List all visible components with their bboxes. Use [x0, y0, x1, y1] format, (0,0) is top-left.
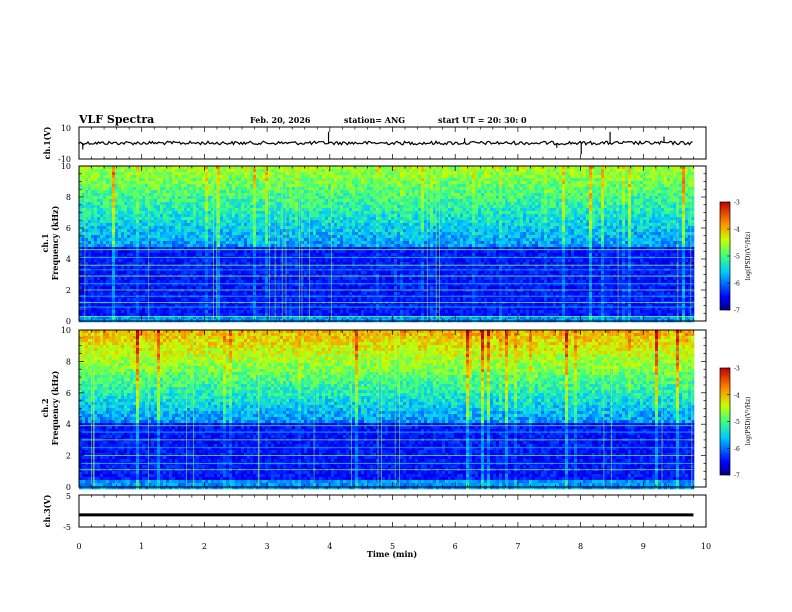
xtick-label-1: 1: [139, 542, 144, 551]
spec1-ytick-3: 6: [66, 224, 71, 233]
colorbar-tick-label-4: -7: [734, 308, 740, 315]
xtick-label-0: 0: [76, 542, 81, 551]
ch1-spec-ylabel: Frequency (kHz): [50, 205, 60, 280]
x-axis-label: Time (min): [367, 549, 417, 559]
xtick-label-8: 8: [578, 542, 583, 551]
ch1-spec-channel-label: ch.1: [40, 233, 50, 252]
ch1-spectrogram: [79, 166, 695, 323]
ch2-colorbar: -3 -4 -5 -6 -7 log(PSD)(V²/Hz): [719, 366, 752, 480]
ch3-waveform-ylabel: ch.3(V): [42, 494, 52, 527]
spec1-ytick-1: 2: [66, 286, 71, 295]
spec2-ytick-2: 4: [66, 420, 71, 429]
ch2-spec-channel-label: ch.2: [40, 398, 50, 417]
colorbar-tick-label-0: -3: [734, 366, 740, 373]
xtick-label-9: 9: [641, 542, 646, 551]
ch2-colorbar-label: log(PSD)(V²/Hz): [745, 397, 752, 446]
ch1-waveform-trace: [78, 131, 693, 155]
ch1-colorbar: -3 -4 -5 -6 -7 log(PSD)(V²/Hz): [719, 200, 752, 315]
colorbar-tick-label-0: -3: [734, 200, 740, 207]
ch3-ytick-bottom: -5: [63, 523, 71, 532]
spec1-ytick-2: 4: [66, 255, 71, 264]
ch1-ytick-top: 10: [61, 124, 71, 133]
spec2-ytick-3: 6: [66, 389, 71, 398]
xtick-label-2: 2: [202, 542, 207, 551]
xtick-label-10: 10: [701, 542, 711, 551]
colorbar-tick-label-4: -7: [734, 473, 740, 480]
ch1-colorbar-label: log(PSD)(V²/Hz): [745, 232, 752, 281]
spec1-ytick-4: 8: [66, 193, 71, 202]
colorbar-tick-label-1: -4: [734, 392, 740, 399]
colorbar-tick-label-3: -6: [734, 446, 740, 453]
station-label: station= ANG: [344, 115, 405, 125]
xtick-label-5: 5: [390, 542, 395, 551]
colorbar-tick-label-2: -5: [734, 254, 740, 261]
x-tick-labels: 0 1 2 3 4 5 6 7 8 9 10: [76, 542, 711, 551]
start-time-label: start UT = 20: 30: 0: [438, 115, 527, 125]
ch2-spectrogram: [79, 330, 695, 490]
spectrogram-cells: [79, 330, 695, 490]
spec2-ytick-0: 0: [66, 483, 71, 492]
ch3-ytick-top: 5: [66, 492, 71, 501]
spectrogram-cells: [79, 166, 695, 323]
xtick-label-6: 6: [453, 542, 458, 551]
xtick-label-4: 4: [327, 542, 332, 551]
tick-marks: [78, 127, 707, 527]
spec1-ytick-0: 0: [66, 317, 71, 326]
colorbar-tick-label-1: -4: [734, 227, 740, 234]
spec1-ytick-5: 10: [61, 162, 71, 171]
figure-title: VLF Spectra: [79, 113, 154, 126]
xtick-label-7: 7: [515, 542, 520, 551]
colorbar-tick-label-2: -5: [734, 419, 740, 426]
ch1-ytick-bottom: -10: [58, 155, 71, 164]
spec2-ytick-4: 8: [66, 357, 71, 366]
ch1-waveform-line: [78, 140, 693, 146]
spec2-ytick-1: 2: [66, 452, 71, 461]
ch1-waveform-ylabel: ch.1(V): [42, 126, 52, 159]
xtick-label-3: 3: [265, 542, 270, 551]
date-label: Feb. 20, 2026: [250, 115, 310, 125]
ch2-spec-ylabel: Frequency (kHz): [50, 370, 60, 445]
colorbar-tick-label-3: -6: [734, 281, 740, 288]
spec2-ytick-5: 10: [61, 326, 71, 335]
